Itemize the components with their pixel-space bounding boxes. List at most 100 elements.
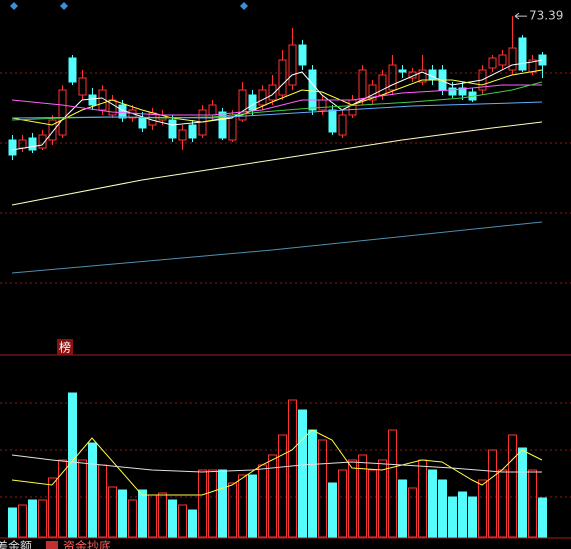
volume-bar — [178, 504, 187, 538]
volume-bar — [368, 469, 377, 538]
candle-body — [448, 87, 457, 96]
candle-body — [138, 117, 147, 129]
marker-diamond — [10, 2, 18, 10]
volume-bar — [308, 429, 317, 538]
volume-bar — [58, 459, 67, 538]
volume-bar — [8, 507, 17, 538]
candle-body — [458, 87, 467, 96]
candle-body — [58, 89, 67, 136]
candle-body — [128, 109, 137, 119]
candle-body — [328, 109, 337, 133]
volume-bar — [288, 399, 297, 538]
volume-bar — [48, 477, 57, 538]
candle-body — [88, 94, 97, 106]
candle-body — [48, 119, 57, 141]
volume-bar — [448, 496, 457, 538]
volume-bar — [78, 459, 87, 538]
ma-line — [11, 454, 542, 473]
volume-bar — [138, 489, 147, 538]
candle-body — [28, 137, 37, 151]
candle-body — [298, 44, 307, 66]
volume-bar — [88, 442, 97, 538]
volume-bar — [528, 469, 537, 538]
volume-bar — [438, 479, 447, 538]
badge-box — [57, 339, 73, 355]
volume-bar — [398, 479, 407, 538]
ma-line — [11, 121, 543, 206]
candle-body — [78, 77, 87, 96]
volume-bar — [538, 497, 547, 538]
volume-bar — [338, 469, 347, 538]
candle-body — [498, 54, 507, 66]
candle-body — [178, 129, 187, 141]
volume-bar — [158, 492, 167, 538]
volume-bar — [468, 496, 477, 538]
volume-bar — [28, 499, 37, 538]
candle-body — [248, 94, 257, 111]
ma-line — [11, 59, 543, 151]
volume-bar — [198, 469, 207, 538]
candle-body — [188, 124, 197, 139]
volume-bar — [478, 479, 487, 538]
volume-bar — [128, 499, 137, 538]
volume-bar — [328, 482, 337, 538]
volume-bar — [168, 499, 177, 538]
volume-bar — [348, 459, 357, 538]
candle-body — [38, 134, 47, 149]
ma-line — [11, 429, 543, 496]
volume-bar — [188, 509, 197, 538]
ma-line — [11, 101, 543, 119]
candle-body — [398, 69, 407, 73]
legend-icon — [46, 541, 58, 549]
high-arrow — [514, 12, 527, 20]
volume-bar — [388, 429, 397, 538]
volume-bar — [318, 439, 327, 538]
candle-body — [338, 114, 347, 136]
volume-bar — [408, 487, 417, 538]
candle-body — [278, 59, 287, 96]
volume-bar — [18, 504, 27, 538]
legend-text: 资金抄底 — [63, 539, 111, 549]
candle-body — [508, 47, 517, 71]
candle-body — [488, 57, 497, 69]
candle-body — [68, 57, 77, 83]
candle-body — [168, 119, 177, 139]
badge-text: 榜 — [59, 340, 71, 355]
marker-diamond — [60, 2, 68, 10]
volume-bar — [458, 491, 467, 538]
candle-body — [268, 84, 277, 101]
volume-bar — [428, 469, 437, 538]
ma-line — [11, 221, 543, 274]
volume-bar — [118, 489, 127, 538]
volume-bar — [248, 474, 257, 538]
volume-bar — [298, 409, 307, 538]
marker-diamond — [240, 2, 248, 10]
volume-bar — [378, 459, 387, 538]
volume-bar — [508, 434, 517, 538]
ma-line — [11, 84, 542, 116]
high-label: 73.39 — [529, 9, 563, 23]
candle-body — [388, 64, 397, 91]
volume-bar — [38, 499, 47, 538]
candle-body — [8, 139, 17, 156]
volume-bar — [278, 434, 287, 538]
volume-bar — [238, 474, 247, 538]
candle-body — [518, 37, 527, 71]
candle-body — [288, 44, 297, 86]
candle-body — [238, 89, 247, 121]
volume-bar — [108, 486, 117, 538]
volume-bar — [358, 454, 367, 538]
volume-bar — [208, 469, 217, 538]
legend-text: 差金额 — [0, 539, 32, 549]
ma-line — [11, 69, 543, 126]
volume-bar — [488, 449, 497, 538]
volume-bar — [228, 482, 237, 538]
candle-body — [308, 69, 317, 111]
candle-body — [538, 54, 547, 66]
volume-bar — [218, 469, 227, 538]
volume-bar — [268, 454, 277, 538]
volume-bar — [518, 447, 527, 538]
volume-bar — [68, 392, 77, 538]
candle-body — [418, 69, 427, 83]
